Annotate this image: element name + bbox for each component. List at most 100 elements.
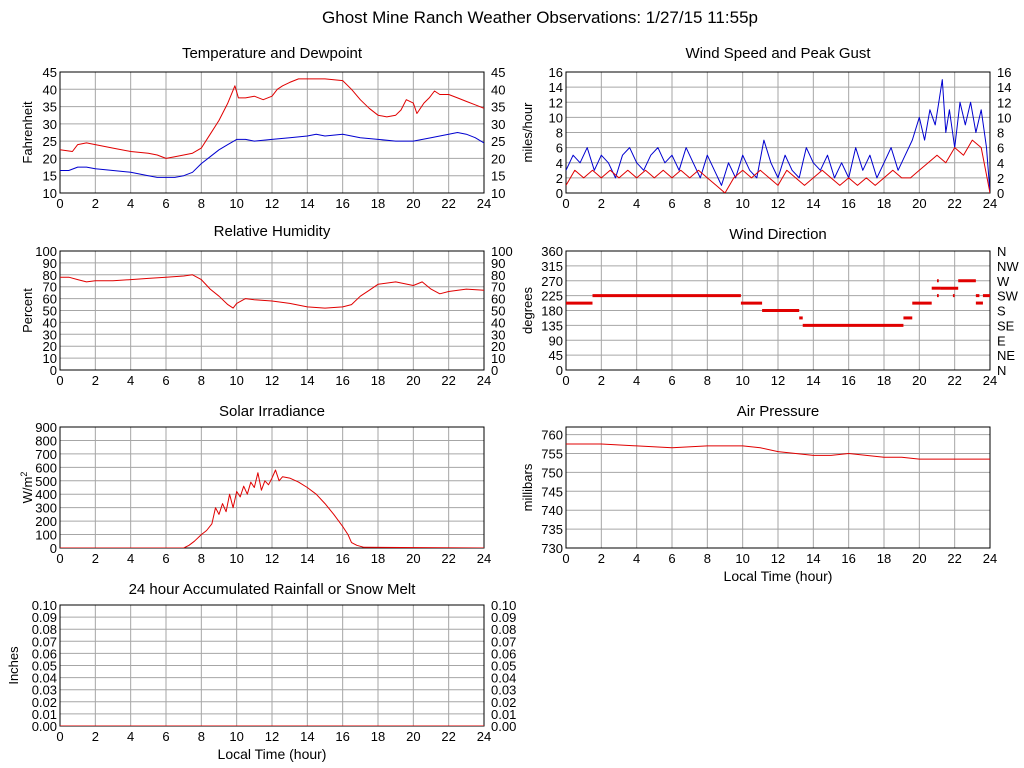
x-tick-label: 0: [562, 551, 569, 566]
y-tick-label: 25: [43, 134, 57, 149]
y-tick-label-right: 70: [491, 280, 505, 295]
x-tick-label: 16: [335, 729, 349, 744]
humidity-title: Relative Humidity: [214, 223, 331, 240]
solar-title: Solar Irradiance: [219, 403, 325, 420]
x-tick-label: 2: [598, 196, 605, 211]
x-tick-label: 10: [735, 551, 749, 566]
x-tick-label: 16: [841, 551, 855, 566]
pressure-y-axis-label: millibars: [520, 463, 535, 511]
x-tick-label: 10: [229, 196, 243, 211]
y-tick-label-right: 100: [491, 244, 513, 259]
x-tick-label: 22: [947, 196, 961, 211]
y-tick-label-right: 50: [491, 304, 505, 319]
solar-y-axis-label: W/m2: [19, 472, 35, 504]
y-tick-label: 740: [541, 503, 563, 518]
y-tick-label: 300: [35, 501, 57, 516]
y-tick-label-right: 0.03: [491, 683, 516, 698]
y-tick-label: 735: [541, 522, 563, 537]
y-tick-label: 0.07: [32, 634, 57, 649]
x-tick-label: 6: [162, 551, 169, 566]
y-tick-label-right: 80: [491, 268, 505, 283]
y-tick-label-right: 90: [491, 256, 505, 271]
x-tick-label: 22: [441, 373, 455, 388]
x-tick-label: 0: [56, 729, 63, 744]
y-tick-label-right: 0.10: [491, 598, 516, 613]
x-tick-label: 2: [598, 373, 605, 388]
x-tick-label: 20: [406, 551, 420, 566]
y-tick-label: 70: [43, 280, 57, 295]
wind-speed-title: Wind Speed and Peak Gust: [685, 45, 871, 62]
pressure-x-axis-label: Local Time (hour): [724, 568, 833, 584]
y-tick-label-right: 20: [491, 339, 505, 354]
humidity-series-red-line: [60, 274, 484, 309]
y-tick-label: 0.04: [32, 671, 57, 686]
x-tick-label: 24: [983, 196, 997, 211]
y-tick-label: 755: [541, 446, 563, 461]
y-tick-label: 40: [43, 315, 57, 330]
x-tick-label: 6: [668, 373, 675, 388]
pressure-plot-frame: [565, 426, 991, 549]
y-tick-label: 900: [35, 420, 57, 435]
y-tick-label-right: 16: [997, 65, 1011, 80]
x-tick-label: 6: [668, 551, 675, 566]
x-tick-label: 20: [912, 551, 926, 566]
x-tick-label: 24: [983, 373, 997, 388]
solar-plot-frame: [59, 426, 485, 549]
x-tick-label: 18: [877, 551, 891, 566]
y-tick-label-right: 0.07: [491, 634, 516, 649]
x-tick-label: 4: [633, 196, 640, 211]
x-tick-label: 4: [127, 196, 134, 211]
x-tick-label: 14: [806, 373, 820, 388]
x-tick-label: 2: [92, 196, 99, 211]
temperature-series-group: [60, 78, 484, 178]
y-tick-label: 50: [43, 304, 57, 319]
x-tick-label: 0: [562, 196, 569, 211]
x-tick-label: 10: [229, 551, 243, 566]
y-tick-label: 180: [541, 304, 563, 319]
rainfall-title: 24 hour Accumulated Rainfall or Snow Mel…: [129, 581, 417, 598]
x-tick-label: 14: [300, 196, 314, 211]
x-tick-label: 10: [735, 373, 749, 388]
x-tick-label: 6: [668, 196, 675, 211]
y-tick-label: 4: [556, 156, 563, 171]
x-tick-label: 14: [806, 551, 820, 566]
x-tick-label: 16: [841, 373, 855, 388]
x-tick-label: 4: [127, 729, 134, 744]
y-tick-label-right: 2: [997, 171, 1004, 186]
x-tick-label: 20: [406, 729, 420, 744]
y-tick-label-right: 4: [997, 156, 1004, 171]
y-tick-label-right: 40: [491, 315, 505, 330]
y-tick-label: 700: [35, 447, 57, 462]
y-tick-label-right: 30: [491, 327, 505, 342]
x-tick-label: 2: [598, 551, 605, 566]
y-tick-label: 0.09: [32, 610, 57, 625]
x-tick-label: 16: [841, 196, 855, 211]
rainfall-chart: 24 hour Accumulated Rainfall or Snow Mel…: [6, 581, 516, 762]
x-tick-label: 2: [92, 729, 99, 744]
x-tick-label: 10: [229, 729, 243, 744]
y-tick-label-right: 0: [491, 363, 498, 378]
x-tick-label: 12: [265, 373, 279, 388]
humidity-series-group: [60, 274, 484, 309]
temperature-series-blue-line: [60, 132, 484, 178]
temperature-y-axis-label: Fahrenheit: [20, 101, 35, 164]
y-tick-label-right: 0.05: [491, 659, 516, 674]
x-tick-label: 18: [877, 373, 891, 388]
y-tick-label: 2: [556, 171, 563, 186]
x-tick-label: 18: [371, 196, 385, 211]
y-tick-label: 12: [549, 95, 563, 110]
wind-direction-series-group: [566, 279, 990, 327]
x-tick-label: 16: [335, 196, 349, 211]
x-tick-label: 24: [477, 196, 491, 211]
x-tick-label: 22: [441, 551, 455, 566]
y-tick-label: 225: [541, 289, 563, 304]
x-tick-label: 10: [735, 196, 749, 211]
y-tick-label-right: 20: [491, 151, 505, 166]
wind-speed-plot-frame: [565, 71, 991, 194]
